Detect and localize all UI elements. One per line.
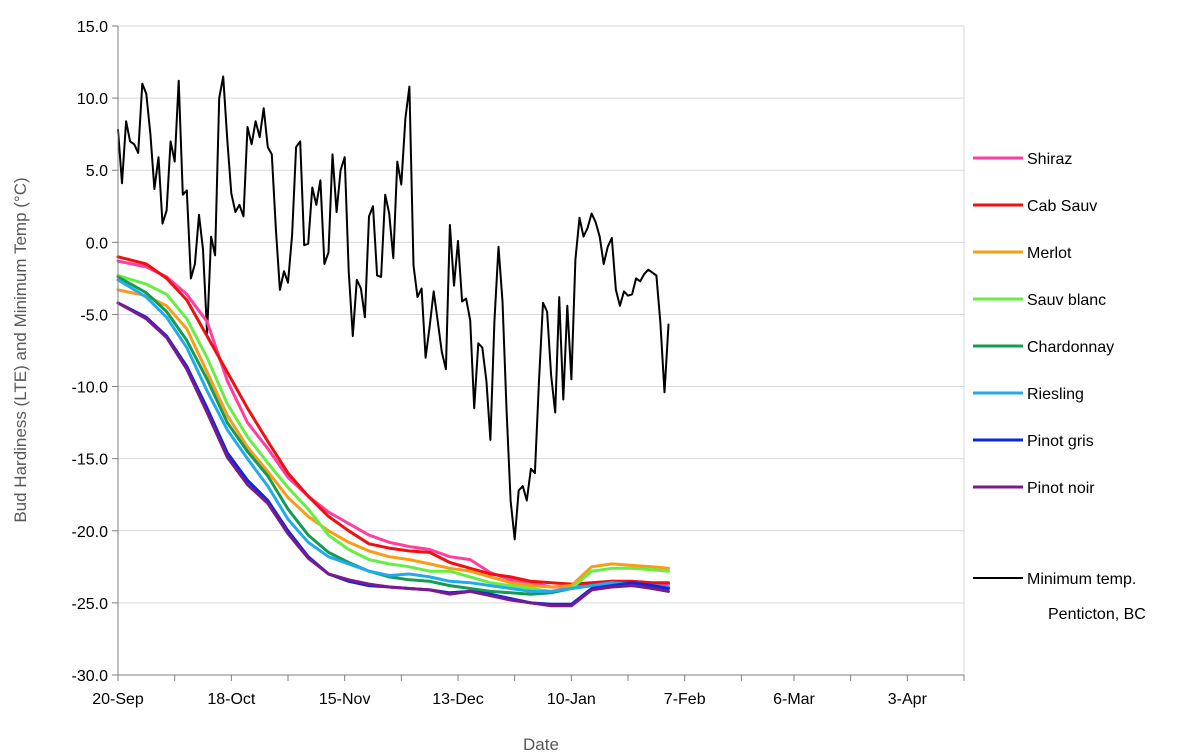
y-tick-label: -5.0 — [80, 307, 108, 324]
legend-label-minimum-temp: Minimum temp. — [1027, 571, 1136, 588]
series-line-riesling — [116, 278, 670, 593]
legend-label-pinot-noir: Pinot noir — [1027, 480, 1095, 497]
x-axis-title: Date — [523, 735, 559, 754]
axes — [117, 26, 964, 676]
series-line-cab-sauv — [116, 255, 670, 586]
y-tick-label: 5.0 — [86, 163, 108, 180]
y-tick-label: -30.0 — [72, 668, 109, 685]
y-tick-label: -20.0 — [72, 524, 109, 541]
y-tick-label: 0.0 — [86, 235, 108, 252]
legend-label-sauv-blanc: Sauv blanc — [1027, 292, 1106, 309]
x-tick-label: 13-Dec — [432, 691, 484, 708]
y-axis-title: Bud Hardiness (LTE) and Minimum Temp (°C… — [11, 177, 30, 522]
x-tick-labels: 20-Sep 18-Oct 15-Nov 13-Dec 10-Jan 7-Feb 6-Mar… — [92, 675, 965, 708]
y-tick-labels: -30.0 -25.0 -20.0 -15.0 -10.0 -5.0 0.0 5.0 10.0 1… — [72, 19, 118, 685]
legend-label-minimum-temp-line2: Penticton, BC — [1048, 606, 1146, 623]
series-line-pinot-noir — [116, 301, 670, 608]
legend-label-chardonnay: Chardonnay — [1027, 339, 1114, 356]
series-line-sauv-blanc — [116, 274, 670, 593]
y-tick-label: -15.0 — [72, 452, 109, 469]
legend-label-shiraz: Shiraz — [1027, 151, 1072, 168]
legend-label-pinot-gris: Pinot gris — [1027, 433, 1094, 450]
y-tick-label: 15.0 — [77, 19, 108, 36]
y-tick-label: -10.0 — [72, 380, 109, 397]
series-line-merlot — [116, 288, 670, 589]
x-tick-label: 20-Sep — [92, 691, 144, 708]
legend-label-cab-sauv: Cab Sauv — [1027, 198, 1097, 215]
x-tick-label: 15-Nov — [319, 691, 371, 708]
series-line-minimum-temp — [117, 75, 670, 541]
x-tick-label: 3-Apr — [888, 691, 928, 708]
x-tick-label: 10-Jan — [547, 691, 596, 708]
x-tick-label: 6-Mar — [773, 691, 815, 708]
legend-label-merlot: Merlot — [1027, 245, 1072, 262]
x-tick-label: 18-Oct — [207, 691, 256, 708]
legend-label-riesling: Riesling — [1027, 386, 1084, 403]
y-tick-label: 10.0 — [77, 91, 108, 108]
legend: Shiraz Cab Sauv Merlot Sauv blanc Chardonnay… — [973, 151, 1146, 623]
x-tick-label: 7-Feb — [664, 691, 706, 708]
y-tick-label: -25.0 — [72, 596, 109, 613]
series-lines — [116, 75, 670, 608]
gridlines — [118, 97, 964, 604]
